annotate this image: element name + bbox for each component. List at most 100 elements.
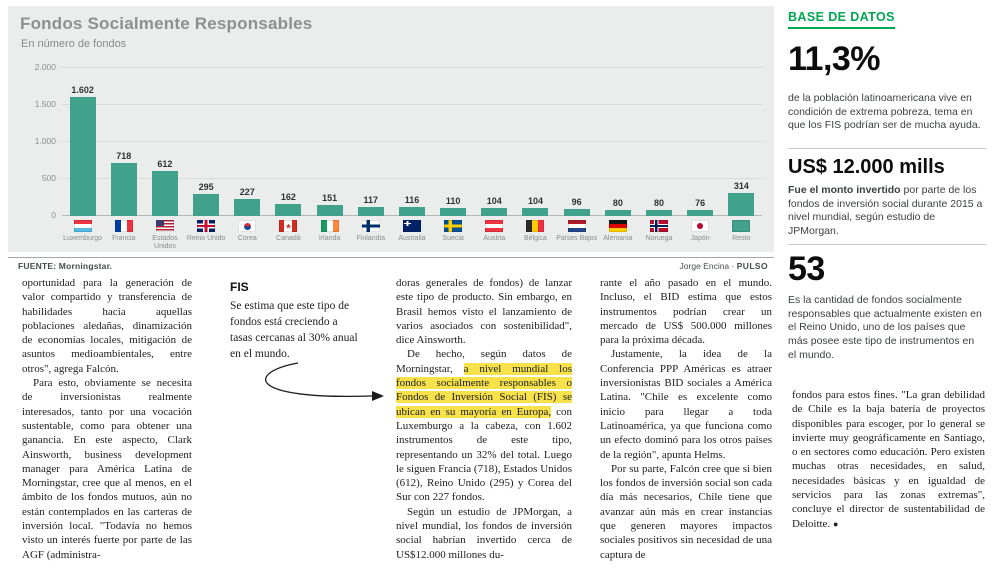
paragraph: doras generales de fondos) de lanzar est… — [396, 277, 572, 347]
paragraph: Para esto, obviamente se necesita de inv… — [22, 377, 192, 561]
flag-column: Resto — [721, 220, 762, 251]
bar — [234, 199, 261, 216]
country-label: Canadá — [276, 235, 301, 242]
bar-value-label: 1.602 — [71, 85, 94, 96]
note-heading: FIS — [230, 280, 249, 294]
article-column-4: rante el año pasado en el mundo. Incluso… — [600, 276, 772, 562]
paragraph: oportunidad para la generación de valor … — [22, 277, 192, 375]
flag-ca-icon — [279, 220, 298, 232]
bar-column: 80 — [638, 68, 679, 216]
bar — [687, 210, 714, 216]
country-label: Alemania — [603, 235, 633, 242]
flag-column: Bélgica — [515, 220, 556, 251]
plot-area: 0 500 1.000 1.500 2.000 1.602 718 612 295 227 162… — [35, 62, 762, 220]
stat-percentage-value: 11,3% — [788, 40, 881, 78]
paragraph: rante el año pasado en el mundo. Incluso… — [600, 277, 772, 347]
flag-fi-icon — [361, 220, 380, 232]
country-label: Resto — [732, 235, 751, 242]
bar-value-label: 117 — [363, 195, 379, 206]
gridline: 1.500 — [35, 99, 762, 109]
flag-column: Canadá — [268, 220, 309, 251]
flag-no-icon — [649, 220, 668, 232]
bar-column: 162 — [268, 68, 309, 216]
flag-column: Suecia — [433, 220, 474, 251]
paragraph-with-highlight: De hecho, según datos de Morningstar, a … — [396, 347, 572, 504]
bar-value-label: 104 — [486, 196, 502, 207]
bar-column: 314 — [721, 68, 762, 216]
flag-us-icon — [155, 220, 174, 232]
stat-count-text: Es la cantidad de fondos socialmente res… — [788, 294, 982, 361]
bar — [316, 204, 343, 216]
flag-jp-icon — [691, 220, 710, 232]
paragraph: Según un estudio de JPMorgan, a nivel mu… — [396, 505, 572, 561]
note-text: Se estima que este tipo de fondos está c… — [230, 300, 358, 361]
flag-se-icon — [444, 220, 463, 232]
text-after-highlight: con Luxemburgo a la cabeza, con 1.602 in… — [396, 405, 573, 504]
flag-column: Reino Unido — [186, 220, 227, 251]
flag-column: Irlanda — [309, 220, 350, 251]
flag-column: Austria — [474, 220, 515, 251]
flag-at-icon — [485, 220, 504, 232]
chart-subtitle: En número de fondos — [21, 38, 127, 50]
country-label: Suecia — [442, 235, 464, 242]
flag-au-icon — [402, 220, 421, 232]
paragraph: fondos para estos fines. "La gran debili… — [792, 388, 985, 531]
y-axis-tick-label: 0 — [51, 210, 56, 220]
stat-amount-lead: Fue el monto invertido — [788, 184, 901, 196]
sidebar-divider — [788, 244, 986, 245]
country-label: Países Bajos — [556, 235, 598, 242]
chart-source: FUENTE: Morningstar. — [18, 261, 113, 271]
bar-value-label: 227 — [239, 187, 255, 198]
bar-value-label: 80 — [653, 198, 664, 209]
bar-column: 96 — [556, 68, 597, 216]
country-label: Bélgica — [523, 235, 547, 242]
base-de-datos-sidebar: BASE DE DATOS 11,3% de la población lati… — [788, 0, 986, 578]
bar — [645, 210, 672, 216]
flag-lu-icon — [73, 220, 92, 232]
country-label: Luxemburgo — [63, 235, 103, 242]
flag-column: Finlandia — [350, 220, 391, 251]
bar-value-label: 151 — [322, 192, 338, 203]
bar — [69, 97, 96, 216]
flag-gb-icon — [197, 220, 216, 232]
sidebar-title: BASE DE DATOS — [788, 10, 895, 29]
credit-brand: PULSO — [736, 261, 768, 271]
bar-value-label: 96 — [571, 196, 582, 207]
flag-column: Noruega — [638, 220, 679, 251]
stat-amount-body: por parte de los fondos de inversión soc… — [788, 184, 983, 237]
text-before-highlight: De hecho, según datos de Morningstar, — [396, 348, 572, 375]
article-end-mark: ● — [832, 518, 839, 529]
fis-callout-note: FIS Se estima que este tipo de fondos es… — [230, 280, 362, 362]
flag-column: Corea — [227, 220, 268, 251]
bar-column: 104 — [474, 68, 515, 216]
flag-ie-icon — [320, 220, 339, 232]
bar — [522, 208, 549, 216]
article-column-3: doras generales de fondos) de lanzar est… — [396, 276, 572, 562]
country-label: Noruega — [645, 235, 673, 242]
bar-column: 612 — [144, 68, 185, 216]
flag-column: Países Bajos — [556, 220, 597, 251]
bar — [398, 207, 425, 216]
flag-fr-icon — [114, 220, 133, 232]
bar-value-label: 116 — [404, 195, 420, 206]
country-label: Japón — [690, 235, 710, 242]
bar-value-label: 295 — [198, 182, 214, 193]
bar-value-label: 612 — [157, 158, 173, 169]
flag-column: Japón — [680, 220, 721, 251]
gridline: 500 — [42, 173, 762, 183]
chart-footer-rule — [8, 257, 774, 258]
curved-arrow-icon — [264, 362, 384, 401]
flags-row: Luxemburgo Francia Estados Unidos Reino Uni… — [62, 220, 762, 251]
bar — [604, 210, 631, 216]
gridline: 2.000 — [35, 62, 762, 72]
chart-credit: Jorge Encina · PULSO — [8, 261, 768, 271]
bar-value-label: 76 — [695, 198, 706, 209]
country-label: Francia — [112, 235, 136, 242]
paragraph: Por su parte, Falcón cree que si bien lo… — [600, 462, 772, 561]
flag-column: Luxemburgo — [62, 220, 103, 251]
bar-value-label: 162 — [280, 192, 296, 203]
y-axis-tick-label: 1.000 — [34, 136, 56, 146]
bar — [275, 204, 302, 216]
y-axis-tick-label: 1.500 — [34, 99, 56, 109]
